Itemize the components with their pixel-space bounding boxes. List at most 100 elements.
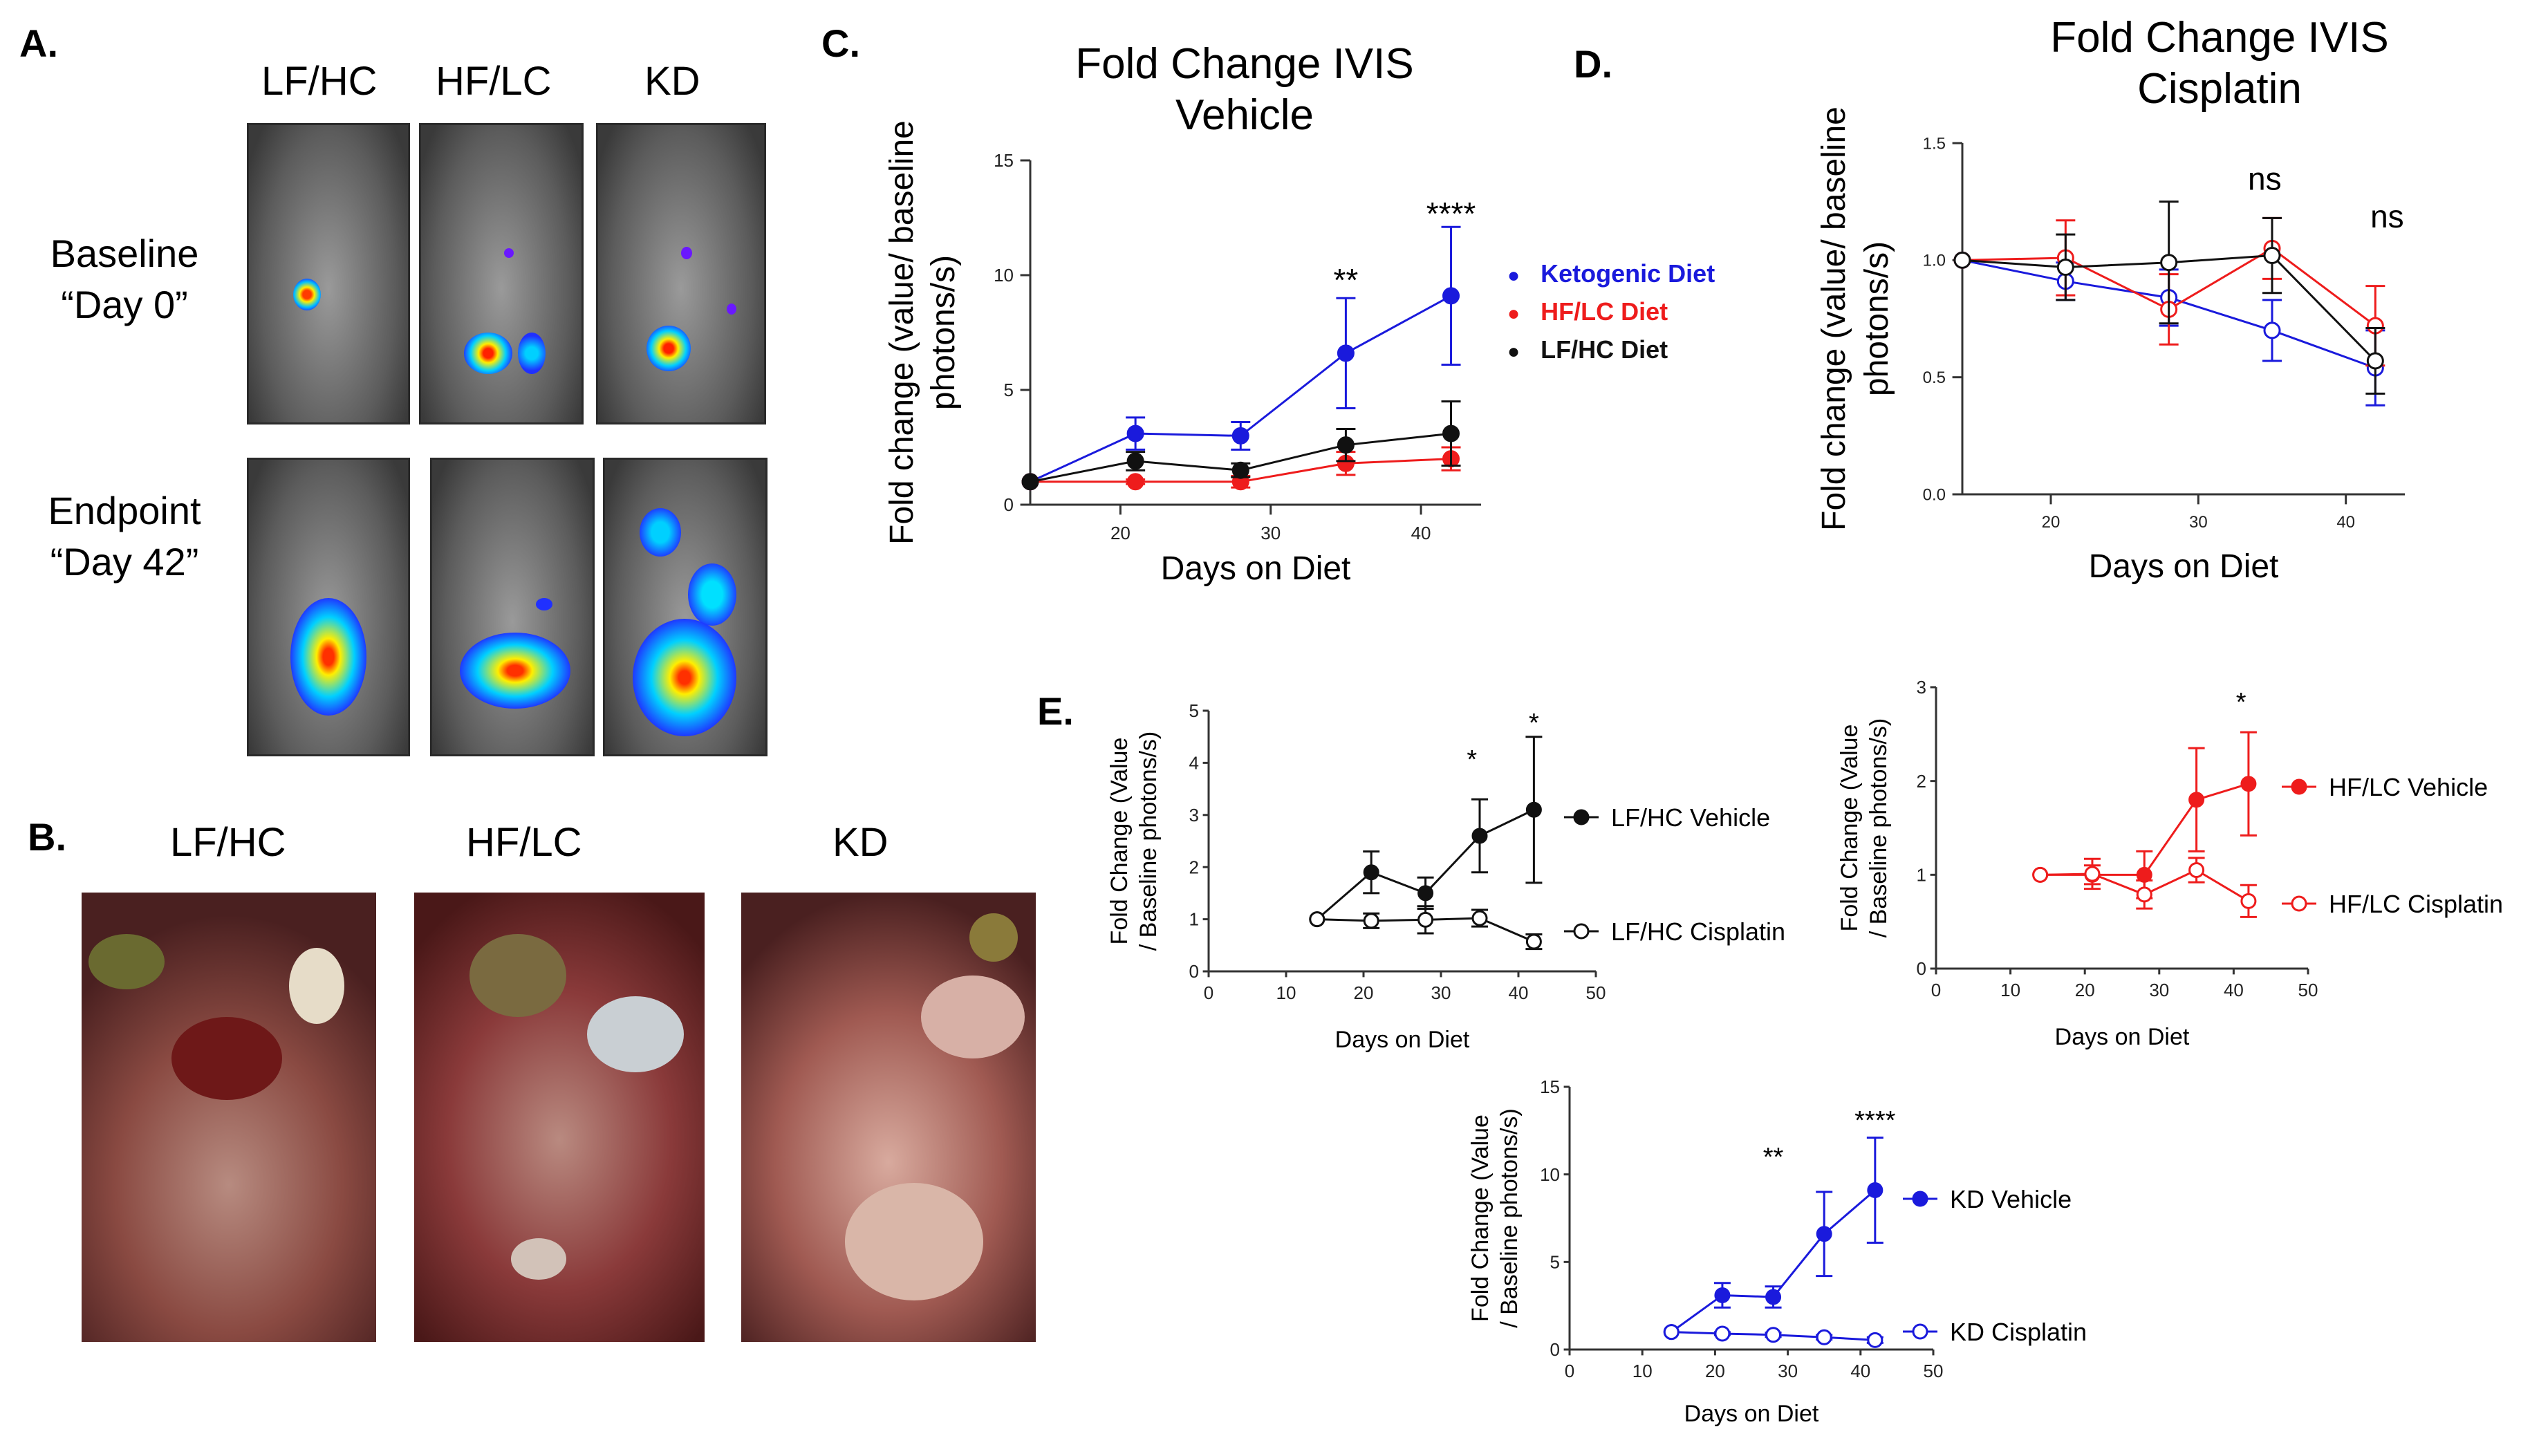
panel-a-col-hflc: HF/LC — [436, 59, 552, 104]
e2-x-tick-label: 20 — [2075, 980, 2095, 1000]
e2-legend-label: HF/LC Vehicle — [2329, 773, 2488, 801]
chart-c-title-line2: Vehicle — [1175, 91, 1314, 139]
d-x-label: Days on Diet — [2089, 548, 2279, 585]
panel-b-col-lfhc: LF/HC — [170, 820, 286, 865]
e1-x-label: Days on Diet — [1335, 1027, 1470, 1053]
e3-y-label: / Baseline photons/s) — [1496, 1108, 1523, 1328]
ivis-image-lfhc-endpoint — [247, 458, 410, 756]
legend-lfhc: ● LF/HC Diet — [1507, 332, 1715, 370]
c-data-point — [1021, 473, 1039, 491]
legend-lfhc-dot: ● — [1507, 340, 1520, 363]
c-y-tick-label: 15 — [994, 150, 1014, 171]
e1-data-point — [1471, 828, 1488, 844]
row-label-baseline-line2: “Day 0” — [61, 283, 188, 326]
d-x-tick-label: 20 — [2042, 513, 2060, 532]
e2-y-tick-label: 3 — [1917, 677, 1926, 698]
e1-y-tick-label: 4 — [1189, 753, 1199, 774]
e3-legend-label: KD Vehicle — [1950, 1185, 2072, 1213]
d-y-tick-label: 0.5 — [1923, 368, 1946, 387]
legend-lfhc-label: LF/HC Diet — [1541, 335, 1668, 364]
legend-hflc-dot: ● — [1507, 302, 1520, 325]
e3-legend-label: KD Cisplatin — [1950, 1318, 2087, 1346]
necropsy-photo-lfhc — [82, 893, 376, 1342]
e1-annotation: * — [1467, 745, 1477, 774]
e2-legend-marker — [2291, 778, 2307, 795]
chart-d-title-line1: Fold Change IVIS — [2050, 14, 2389, 62]
e3-data-point — [1867, 1182, 1883, 1198]
e2-data-point — [2188, 792, 2205, 808]
legend-hflc: ● HF/LC Diet — [1507, 294, 1715, 332]
necropsy-photo-kd — [741, 893, 1036, 1342]
chart-c-title: Fold Change IVIS Vehicle — [1003, 39, 1487, 141]
ivis-image-hflc-baseline — [419, 123, 584, 424]
e2-y-tick-label: 1 — [1917, 864, 1926, 885]
e3-x-tick-label: 40 — [1850, 1361, 1870, 1381]
row-label-endpoint-line1: Endpoint — [48, 489, 201, 532]
c-y-tick-label: 0 — [1004, 494, 1014, 515]
e2-x-label: Days on Diet — [2055, 1024, 2190, 1050]
e3-data-point — [1663, 1324, 1680, 1341]
d-data-point — [2056, 258, 2074, 276]
ivis-image-kd-baseline — [596, 123, 766, 424]
e2-data-point — [2084, 866, 2101, 882]
e1-y-label: / Baseline photons/s) — [1135, 731, 1162, 951]
e3-y-tick-label: 0 — [1550, 1339, 1560, 1360]
e3-data-point — [1765, 1327, 1782, 1343]
e2-data-point — [2240, 776, 2257, 792]
e1-legend-marker — [1573, 809, 1590, 825]
e1-y-label: Fold Change (Value — [1106, 738, 1133, 945]
e1-data-point — [1417, 885, 1434, 902]
d-data-point — [1953, 251, 1971, 269]
c-x-tick-label: 40 — [1411, 523, 1431, 543]
c-data-point — [1337, 344, 1355, 362]
c-x-tick-label: 30 — [1260, 523, 1281, 543]
chart-c-legend: ● Ketogenic Diet ● HF/LC Diet ● LF/HC Di… — [1507, 256, 1715, 370]
e3-x-tick-label: 10 — [1632, 1361, 1653, 1381]
e1-data-point — [1309, 911, 1325, 928]
panel-b-label: B. — [28, 815, 66, 859]
e1-x-tick-label: 50 — [1586, 982, 1606, 1003]
legend-ketogenic: ● Ketogenic Diet — [1507, 256, 1715, 294]
e3-legend-marker — [1912, 1323, 1928, 1340]
e2-y-label: / Baseline photons/s) — [1866, 718, 1892, 938]
e1-data-point — [1525, 933, 1542, 950]
e1-x-tick-label: 40 — [1509, 982, 1529, 1003]
ivis-image-kd-endpoint — [603, 458, 768, 756]
e3-y-tick-label: 5 — [1550, 1251, 1560, 1272]
c-data-point — [1442, 287, 1460, 305]
panel-a-col-kd: KD — [644, 59, 700, 104]
row-label-baseline-line1: Baseline — [50, 232, 199, 275]
panel-d-label: D. — [1574, 42, 1612, 86]
c-y-label: photons/s) — [925, 255, 962, 410]
ivis-image-hflc-endpoint — [430, 458, 595, 756]
e1-data-point — [1417, 911, 1434, 928]
e3-data-point — [1867, 1332, 1883, 1348]
e1-x-tick-label: 30 — [1431, 982, 1451, 1003]
c-annotation: **** — [1426, 196, 1476, 232]
d-y-tick-label: 1.0 — [1923, 252, 1946, 270]
e3-y-tick-label: 15 — [1540, 1076, 1560, 1097]
e3-x-tick-label: 50 — [1924, 1361, 1944, 1381]
chart-d-title-line2: Cisplatin — [2137, 65, 2302, 113]
panel-a-label: A. — [19, 21, 58, 65]
row-label-baseline: Baseline “Day 0” — [21, 228, 228, 330]
e1-x-tick-label: 20 — [1354, 982, 1374, 1003]
e1-legend-marker — [1573, 923, 1590, 940]
panel-e-label: E. — [1037, 689, 1074, 733]
e3-data-point — [1714, 1287, 1731, 1303]
e1-data-point — [1363, 864, 1379, 881]
d-data-point — [2263, 321, 2281, 339]
d-data-point — [2160, 254, 2178, 272]
c-x-label: Days on Diet — [1161, 550, 1351, 587]
d-x-tick-label: 30 — [2189, 513, 2208, 532]
c-data-point — [1126, 473, 1144, 491]
e2-data-point — [2188, 862, 2205, 879]
c-data-point — [1337, 436, 1355, 454]
legend-hflc-label: HF/LC Diet — [1541, 297, 1668, 326]
c-y-label: Fold change (value/ baseline — [884, 120, 920, 545]
e2-x-tick-label: 30 — [2149, 980, 2169, 1000]
